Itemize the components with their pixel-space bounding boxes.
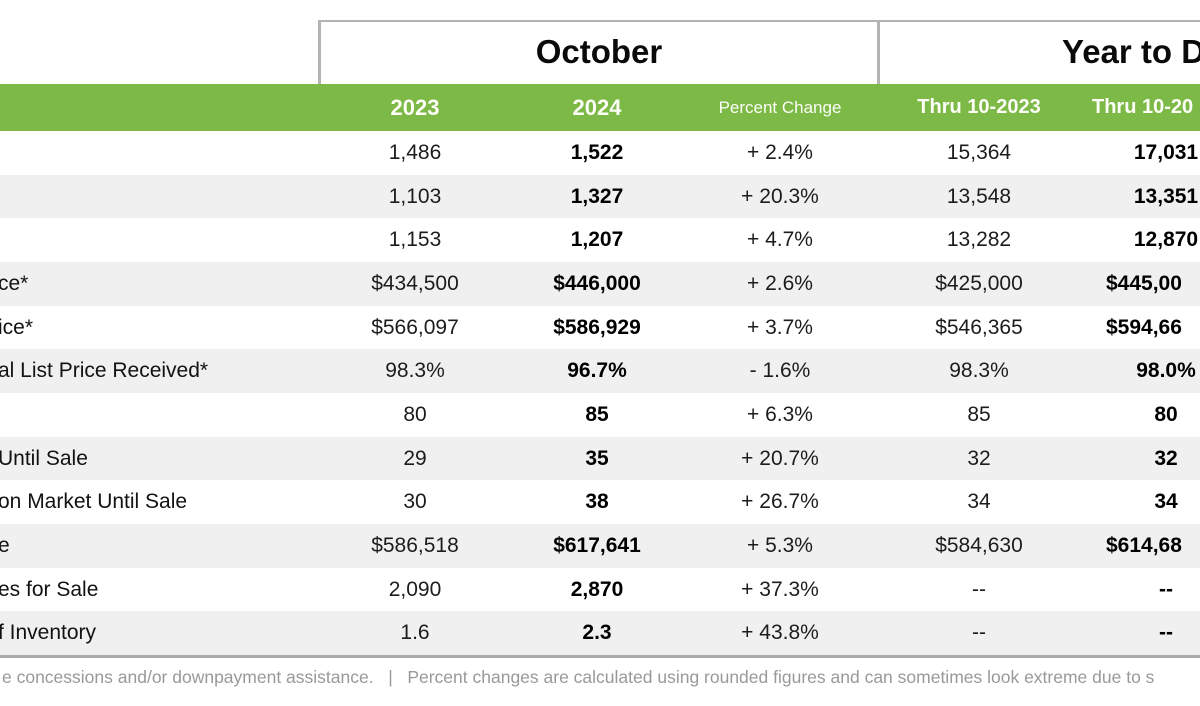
cell-thru-10-2024: 80 (1154, 402, 1178, 426)
cell-october-2023: 30 (403, 490, 427, 514)
cell-thru-10-2023: -- (972, 577, 986, 601)
cell-thru-10-2024: 34 (1154, 490, 1178, 514)
cell-percent-change: + 2.4% (747, 140, 813, 164)
table-bottom-border (0, 655, 1200, 658)
column-header-percent-change: Percent Change (718, 97, 842, 117)
row-label: es for Sale (0, 577, 99, 601)
cell-percent-change: + 6.3% (747, 402, 813, 426)
cell-thru-10-2024: 32 (1154, 446, 1178, 470)
table-row: 80 85 + 6.3% 85 80 (0, 393, 1200, 437)
cell-october-2024: 1,207 (570, 228, 624, 252)
table-row: es for Sale 2,090 2,870 + 37.3% -- -- (0, 567, 1200, 612)
row-label: f Inventory (0, 621, 97, 645)
cell-thru-10-2024: $594,66 (1106, 315, 1182, 339)
cell-thru-10-2023: -- (972, 621, 986, 645)
cell-thru-10-2023: 34 (967, 490, 991, 514)
cell-october-2024: 85 (585, 402, 609, 426)
cell-october-2023: 1,153 (388, 228, 442, 252)
cell-october-2024: 2,870 (570, 577, 624, 601)
cell-percent-change: + 20.7% (741, 446, 819, 470)
cell-thru-10-2024: 13,351 (1133, 184, 1199, 208)
column-header-thru-10-2023: Thru 10-2023 (917, 96, 1041, 118)
row-label (0, 131, 300, 175)
cell-october-2023: $586,518 (371, 533, 459, 557)
cell-october-2023: 98.3% (385, 359, 445, 383)
year-to-date-section-title: Year to D (1062, 33, 1200, 70)
cell-thru-10-2023: $425,000 (935, 271, 1023, 295)
row-label (0, 218, 300, 262)
cell-percent-change: + 2.6% (747, 271, 813, 295)
cell-october-2023: 29 (403, 446, 427, 470)
cell-percent-change: + 3.7% (747, 315, 813, 339)
row-label: ice* (0, 315, 34, 339)
row-label: ce* (0, 271, 29, 295)
row-label: on Market Until Sale (0, 490, 188, 514)
row-label: e (0, 533, 10, 557)
cell-thru-10-2023: 13,282 (946, 228, 1012, 252)
table-row: f Inventory 1.6 2.3 + 43.8% -- -- (0, 611, 1200, 656)
cell-october-2024: 1,522 (570, 140, 624, 164)
cell-october-2024: 1,327 (570, 184, 624, 208)
row-label (0, 393, 300, 437)
cell-october-2023: $434,500 (371, 271, 459, 295)
table-row: ice* $566,097 $586,929 + 3.7% $546,365 $594,6… (0, 305, 1200, 350)
cell-percent-change: + 5.3% (747, 533, 813, 557)
table-row: ce* $434,500 $446,000 + 2.6% $425,000 $445,00 (0, 262, 1200, 306)
cell-thru-10-2023: 85 (967, 402, 991, 426)
cell-percent-change: + 4.7% (747, 228, 813, 252)
table-row: e $586,518 $617,641 + 5.3% $584,630 $614,68 (0, 524, 1200, 568)
table-body: 1,486 1,522 + 2.4% 15,364 17,031 1,103 1,327 + … (0, 131, 1200, 656)
table-row: on Market Until Sale 30 38 + 26.7% 34 34 (0, 480, 1200, 525)
cell-thru-10-2023: 13,548 (946, 184, 1012, 208)
cell-october-2023: 80 (403, 402, 427, 426)
cell-thru-10-2024: $614,68 (1106, 533, 1182, 557)
cell-thru-10-2023: 15,364 (946, 140, 1012, 164)
cell-october-2024: 38 (585, 490, 609, 514)
table-row: Until Sale 29 35 + 20.7% 32 32 (0, 436, 1200, 481)
october-section-title: October (535, 33, 663, 70)
cell-october-2024: $446,000 (553, 271, 641, 295)
ytd-section-top-border (877, 20, 1200, 22)
cell-october-2024: 2.3 (582, 621, 612, 645)
table-row: 1,486 1,522 + 2.4% 15,364 17,031 (0, 131, 1200, 175)
cell-october-2024: $586,929 (553, 315, 641, 339)
cell-thru-10-2024: -- (1159, 577, 1173, 601)
cell-thru-10-2023: $584,630 (935, 533, 1023, 557)
cell-thru-10-2024: -- (1159, 621, 1173, 645)
cell-thru-10-2023: $546,365 (935, 315, 1023, 339)
cell-thru-10-2024: 12,870 (1133, 228, 1199, 252)
cell-percent-change: + 20.3% (741, 184, 819, 208)
cell-october-2024: $617,641 (553, 533, 641, 557)
cell-percent-change: + 43.8% (741, 621, 819, 645)
column-header-october-2024: 2024 (572, 94, 622, 120)
cell-percent-change: - 1.6% (749, 359, 811, 383)
cell-thru-10-2024: 98.0% (1136, 359, 1196, 383)
cell-october-2023: 1,103 (388, 184, 442, 208)
row-label: al List Price Received* (0, 359, 209, 383)
october-section-top-border (318, 20, 880, 22)
cell-thru-10-2023: 32 (967, 446, 991, 470)
table-row: 1,153 1,207 + 4.7% 13,282 12,870 (0, 218, 1200, 263)
column-header-thru-10-2024: Thru 10-20 (1092, 96, 1194, 118)
cell-thru-10-2023: 98.3% (949, 359, 1009, 383)
table-row: al List Price Received* 98.3% 96.7% - 1.6% 9… (0, 349, 1200, 394)
footnote-text: e concessions and/or downpayment assista… (2, 667, 1155, 687)
cell-october-2024: 35 (585, 446, 609, 470)
cell-percent-change: + 26.7% (741, 490, 819, 514)
row-label: Until Sale (0, 446, 88, 470)
table-row: 1,103 1,327 + 20.3% 13,548 13,351 (0, 174, 1200, 219)
table-header-band: 2023 2024 Percent Change Thru 10-2023 Th… (0, 84, 1200, 131)
cell-thru-10-2024: $445,00 (1106, 271, 1182, 295)
cell-thru-10-2024: 17,031 (1133, 140, 1199, 164)
column-header-october-2023: 2023 (390, 94, 440, 120)
cell-october-2023: 1,486 (388, 140, 442, 164)
cell-october-2023: 1.6 (400, 621, 430, 645)
cell-october-2023: 2,090 (388, 577, 442, 601)
cell-october-2023: $566,097 (371, 315, 459, 339)
cell-percent-change: + 37.3% (741, 577, 819, 601)
row-label (0, 175, 300, 219)
cell-october-2024: 96.7% (567, 359, 627, 383)
